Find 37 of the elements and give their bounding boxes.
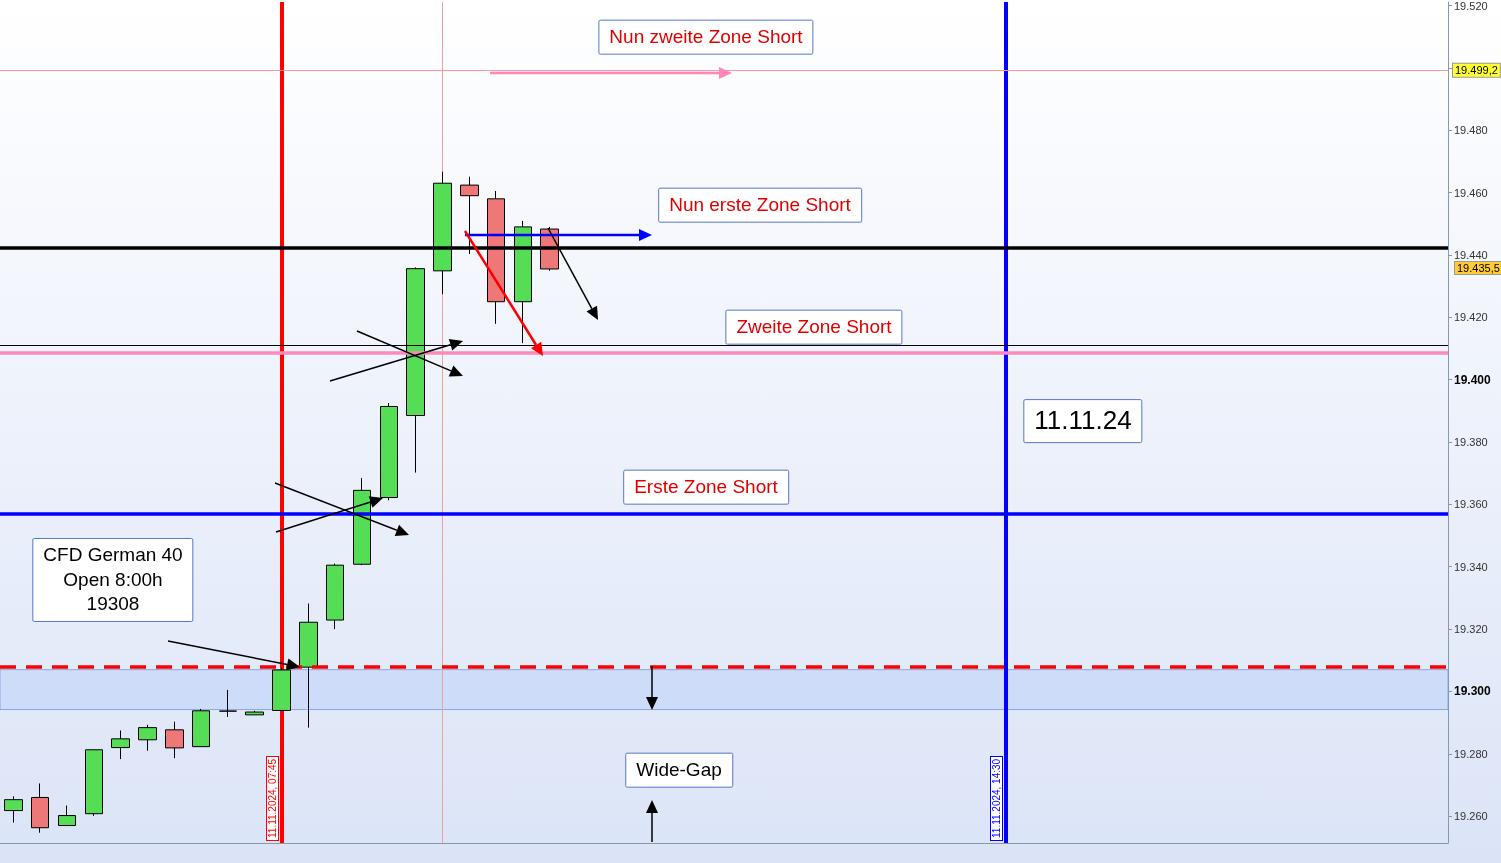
- text: 19.435,5: [1454, 261, 1501, 275]
- candlestick: [165, 721, 184, 759]
- candlestick: [380, 402, 398, 501]
- candlestick: [245, 710, 264, 716]
- annotation: CFD German 40 Open 8:00h 19308: [32, 537, 194, 623]
- y-tick-label: 19.460: [1454, 186, 1488, 199]
- candlestick: [31, 782, 49, 834]
- candlestick: [138, 724, 157, 752]
- candlestick: [111, 729, 130, 760]
- annotation: Zweite Zone Short: [725, 309, 903, 345]
- candlestick: [58, 805, 76, 827]
- y-tick-label: 19.260: [1454, 810, 1488, 823]
- annotation: Nun zweite Zone Short: [598, 19, 814, 55]
- y-tick-label: 19.360: [1454, 498, 1488, 511]
- candlestick: [219, 689, 237, 718]
- y-tick-label: 19.280: [1454, 747, 1488, 760]
- y-tick-label: 19.480: [1454, 124, 1488, 137]
- y-tick-label: 19.300: [1454, 684, 1492, 699]
- annotation: 11.11.24: [1023, 399, 1143, 443]
- annotation: Erste Zone Short: [623, 469, 789, 505]
- candlestick: [85, 749, 103, 817]
- annotation: 11.11.2024, 07:45: [265, 755, 279, 841]
- y-tick-label: 19.380: [1454, 436, 1488, 449]
- ref-line-label: 19.499,2: [1455, 64, 1498, 77]
- candlestick: [326, 563, 344, 630]
- y-tick-label: 19.320: [1454, 623, 1488, 636]
- candlestick: [192, 708, 210, 748]
- annotation: Wide-Gap: [625, 752, 733, 788]
- y-tick-label: 19.340: [1454, 560, 1488, 573]
- y-tick-label: 19.440: [1454, 248, 1488, 261]
- y-tick-label: 19.400: [1454, 372, 1492, 387]
- y-tick-label: 19.520: [1454, 0, 1488, 12]
- annotation: 11.11.2024, 14:30: [989, 755, 1003, 841]
- candlestick: [4, 795, 23, 824]
- annotation: Nun erste Zone Short: [658, 187, 862, 223]
- y-tick-label: 19.420: [1454, 311, 1488, 324]
- candlestick: [272, 666, 291, 711]
